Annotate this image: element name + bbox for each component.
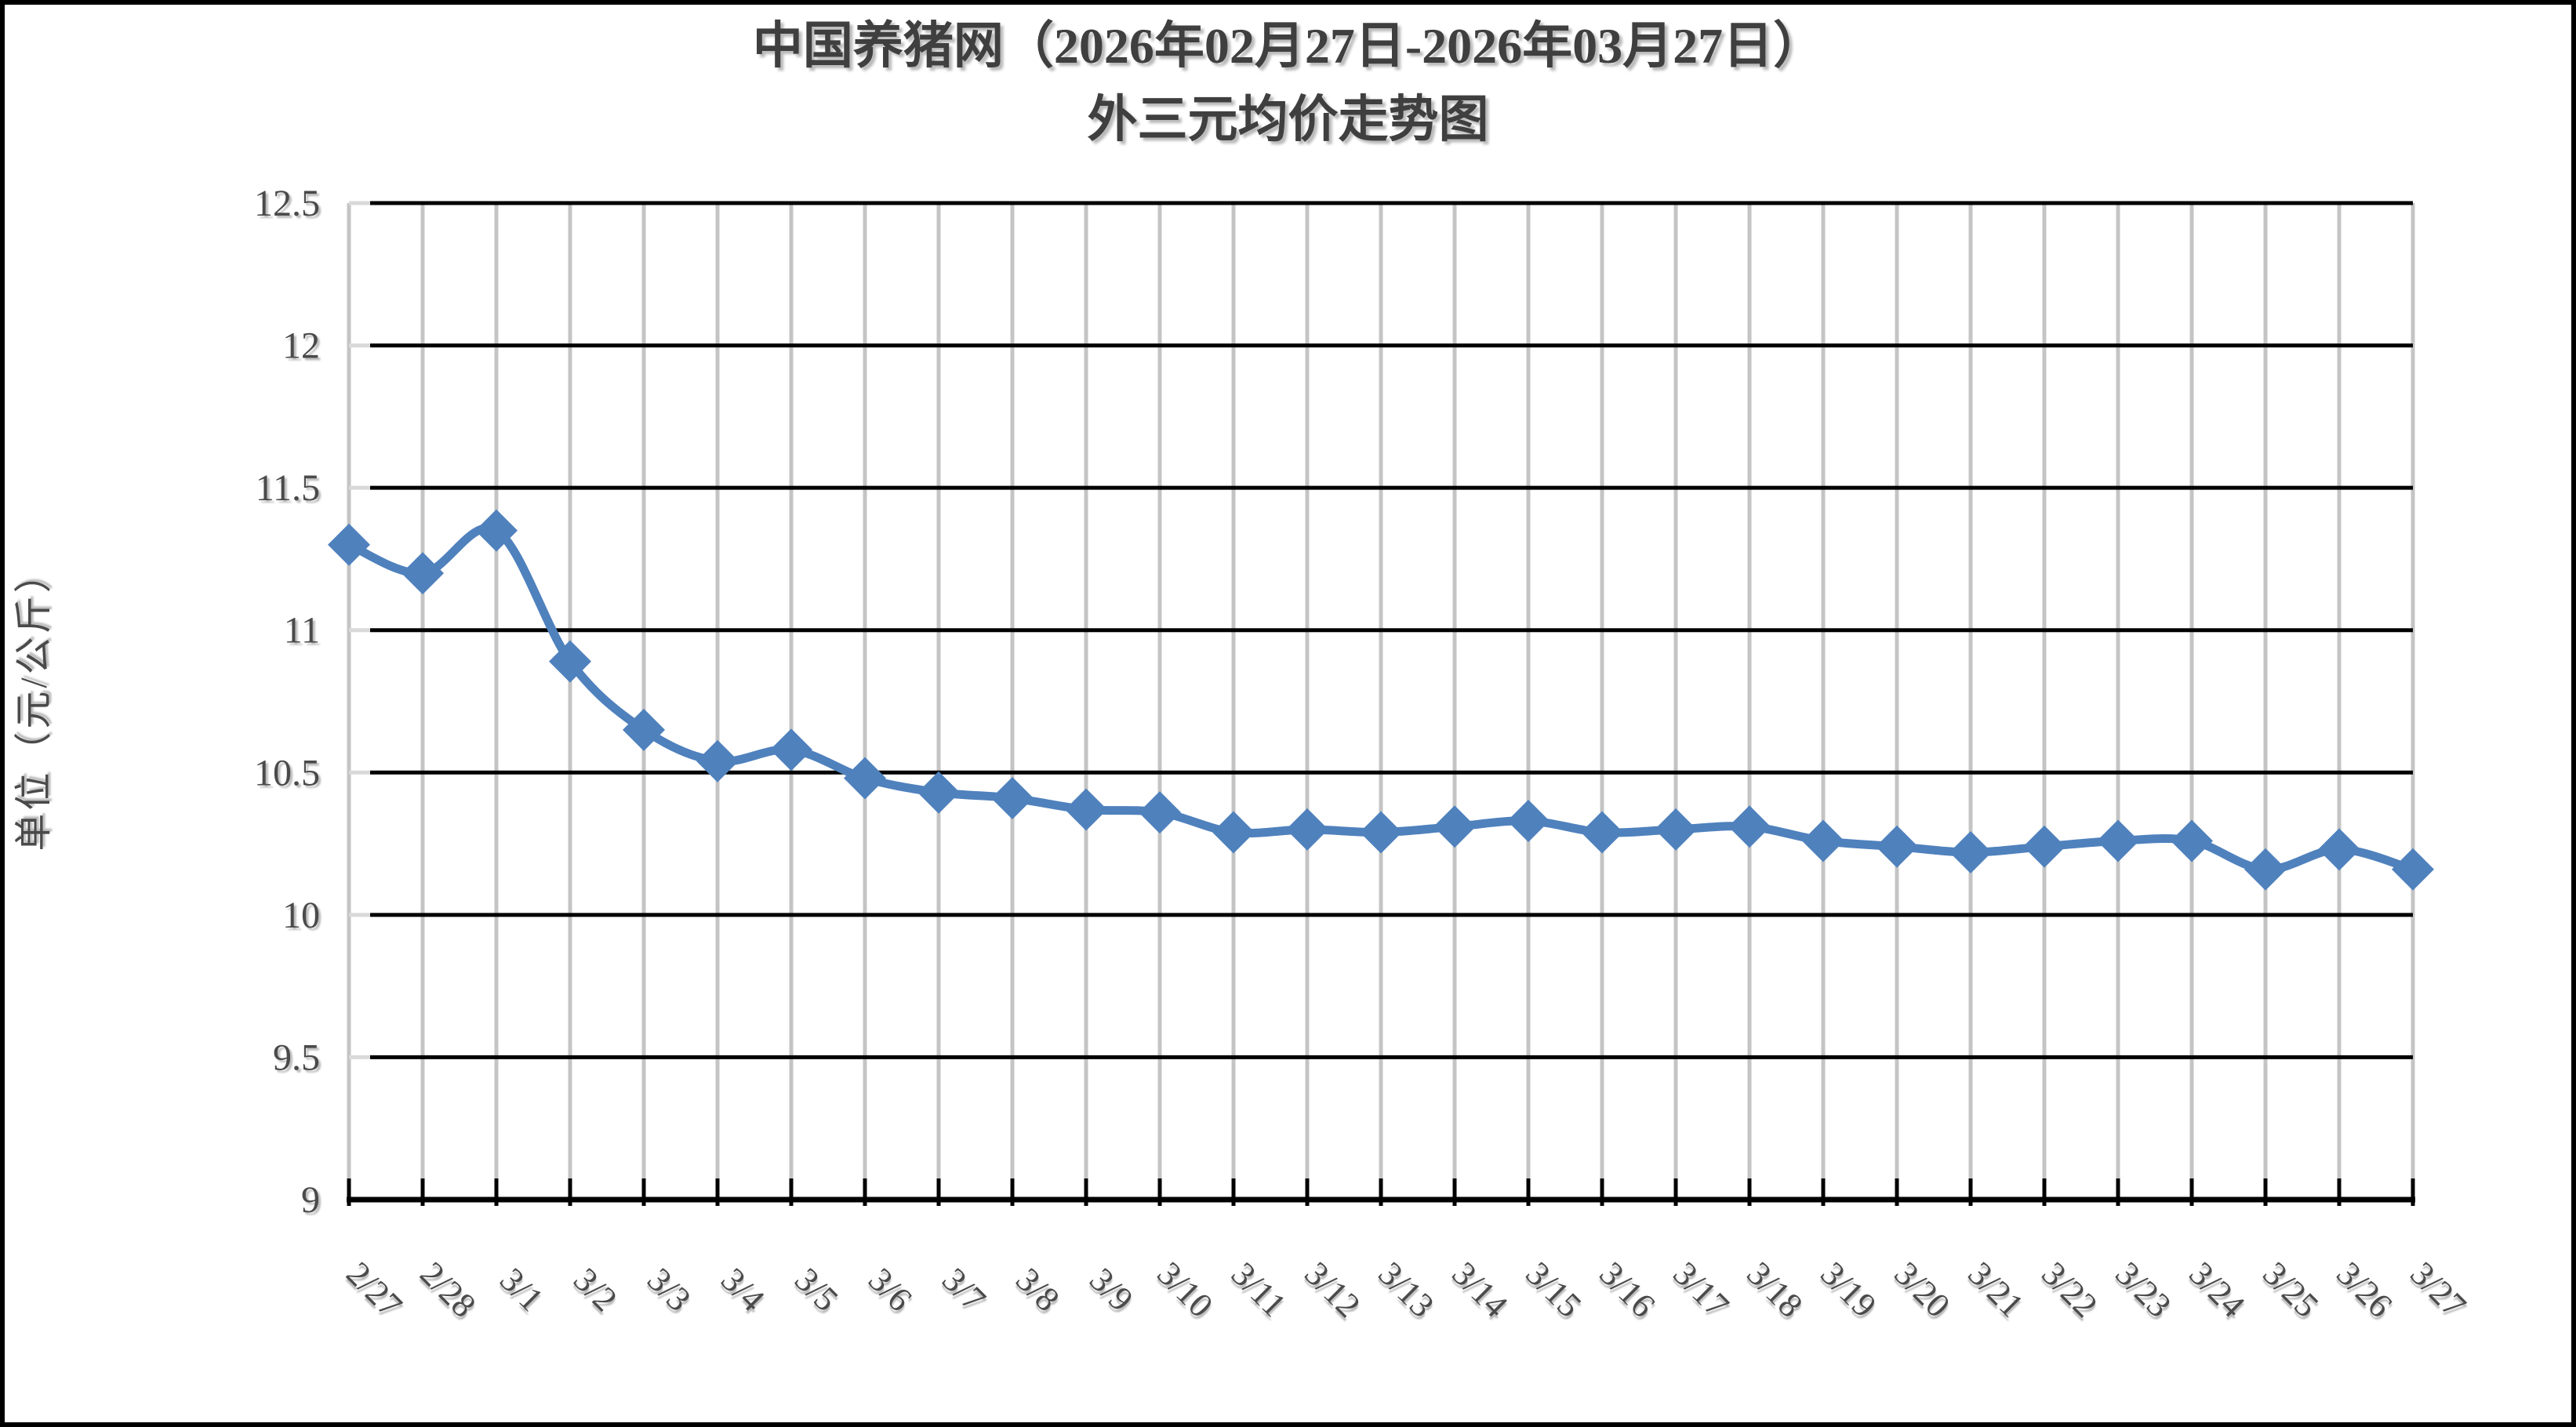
data-point-marker [1433,805,1476,848]
x-tick-label: 3/14 [1444,1255,1515,1325]
x-tick-label: 2/28 [412,1255,483,1325]
data-point-marker [1802,819,1844,862]
x-tick-label: 3/23 [2108,1255,2178,1325]
x-tick-label: 3/19 [1813,1255,1884,1325]
y-axis-labels: 9 9.5 10 10.5 11 11.5 12 12.5 [254,183,320,1221]
data-point-marker [1655,808,1697,851]
data-point-marker [1139,791,1181,834]
x-tick-label: 3/20 [1887,1255,1957,1325]
data-point-marker [328,523,370,566]
data-point-marker [770,728,812,772]
chart-title: 中国养猪网（2026年02月27日-2026年03月27日） 外三元均价走势图 [0,9,2576,157]
x-tick-label: 3/2 [566,1261,624,1319]
x-tick-label: 3/3 [640,1261,698,1319]
data-point-marker [401,552,444,595]
x-tick-label: 3/18 [1739,1255,1810,1325]
x-tick-label: 3/11 [1224,1255,1294,1324]
data-point-marker [1949,830,1992,873]
data-point-marker [991,776,1034,819]
data-point-marker [1581,811,1623,854]
x-tick-label: 3/15 [1518,1255,1589,1325]
y-tick-label: 12 [282,325,320,367]
y-tick-label: 11 [284,610,320,652]
data-point-marker [917,771,960,814]
vertical-gridlines [347,203,2415,1178]
x-tick-label: 3/10 [1150,1255,1220,1325]
x-tick-label: 3/4 [714,1261,772,1319]
x-tick-label: 3/21 [1960,1255,2031,1325]
x-tick-label: 3/8 [1008,1261,1066,1319]
x-tick-label: 3/24 [2182,1255,2252,1325]
x-tick-label: 3/13 [1371,1255,1441,1325]
x-tick-label: 3/1 [492,1261,550,1319]
data-point-marker [1360,811,1402,854]
x-tick-label: 3/16 [1592,1255,1662,1325]
y-tick-label: 11.5 [256,467,320,509]
data-point-marker [2097,819,2139,862]
data-point-marker [1507,800,1550,843]
y-tick-label: 9.5 [273,1037,320,1078]
data-point-marker [2318,828,2360,871]
x-axis-labels: 2/27 2/28 3/1 3/2 3/3 3/4 3/5 3/6 3/7 3/8 3/9 3/10 3… [339,1255,2473,1325]
data-point-marker [1212,811,1255,854]
data-point-marker [2392,848,2434,891]
chart-title-line2: 外三元均价走势图 [1087,92,1489,147]
x-tick-label: 3/5 [787,1261,845,1319]
x-tick-label: 3/7 [935,1261,993,1319]
data-point-marker [2023,825,2066,868]
x-tick-label: 2/27 [339,1255,409,1325]
data-point-marker [844,757,886,800]
data-point-marker [2244,848,2287,891]
data-point-marker [1728,805,1771,848]
data-point-markers [328,509,2434,891]
data-point-marker [1065,788,1107,831]
x-tick-label: 3/6 [861,1261,919,1319]
data-point-marker [549,640,591,683]
y-tick-label: 10.5 [254,752,320,793]
data-point-marker [623,708,665,751]
data-point-marker [475,509,518,552]
x-tick-label: 3/12 [1297,1255,1368,1325]
data-point-marker [1286,808,1328,851]
x-tick-label: 3/25 [2255,1255,2326,1325]
chart-title-line1: 中国养猪网（2026年02月27日-2026年03月27日） [752,18,1824,74]
x-axis-ticks [347,1178,2415,1206]
x-tick-label: 3/9 [1082,1261,1140,1319]
x-tick-label: 3/22 [2034,1255,2105,1325]
y-tick-label: 12.5 [254,183,320,224]
y-tick-label: 10 [282,895,320,936]
x-tick-label: 3/26 [2329,1255,2400,1325]
data-point-marker [696,739,739,782]
y-tick-label: 9 [301,1179,320,1221]
x-tick-label: 3/17 [1666,1255,1736,1325]
data-point-marker [1876,825,1918,868]
data-point-marker [2171,819,2213,862]
x-tick-label: 3/27 [2403,1255,2473,1325]
